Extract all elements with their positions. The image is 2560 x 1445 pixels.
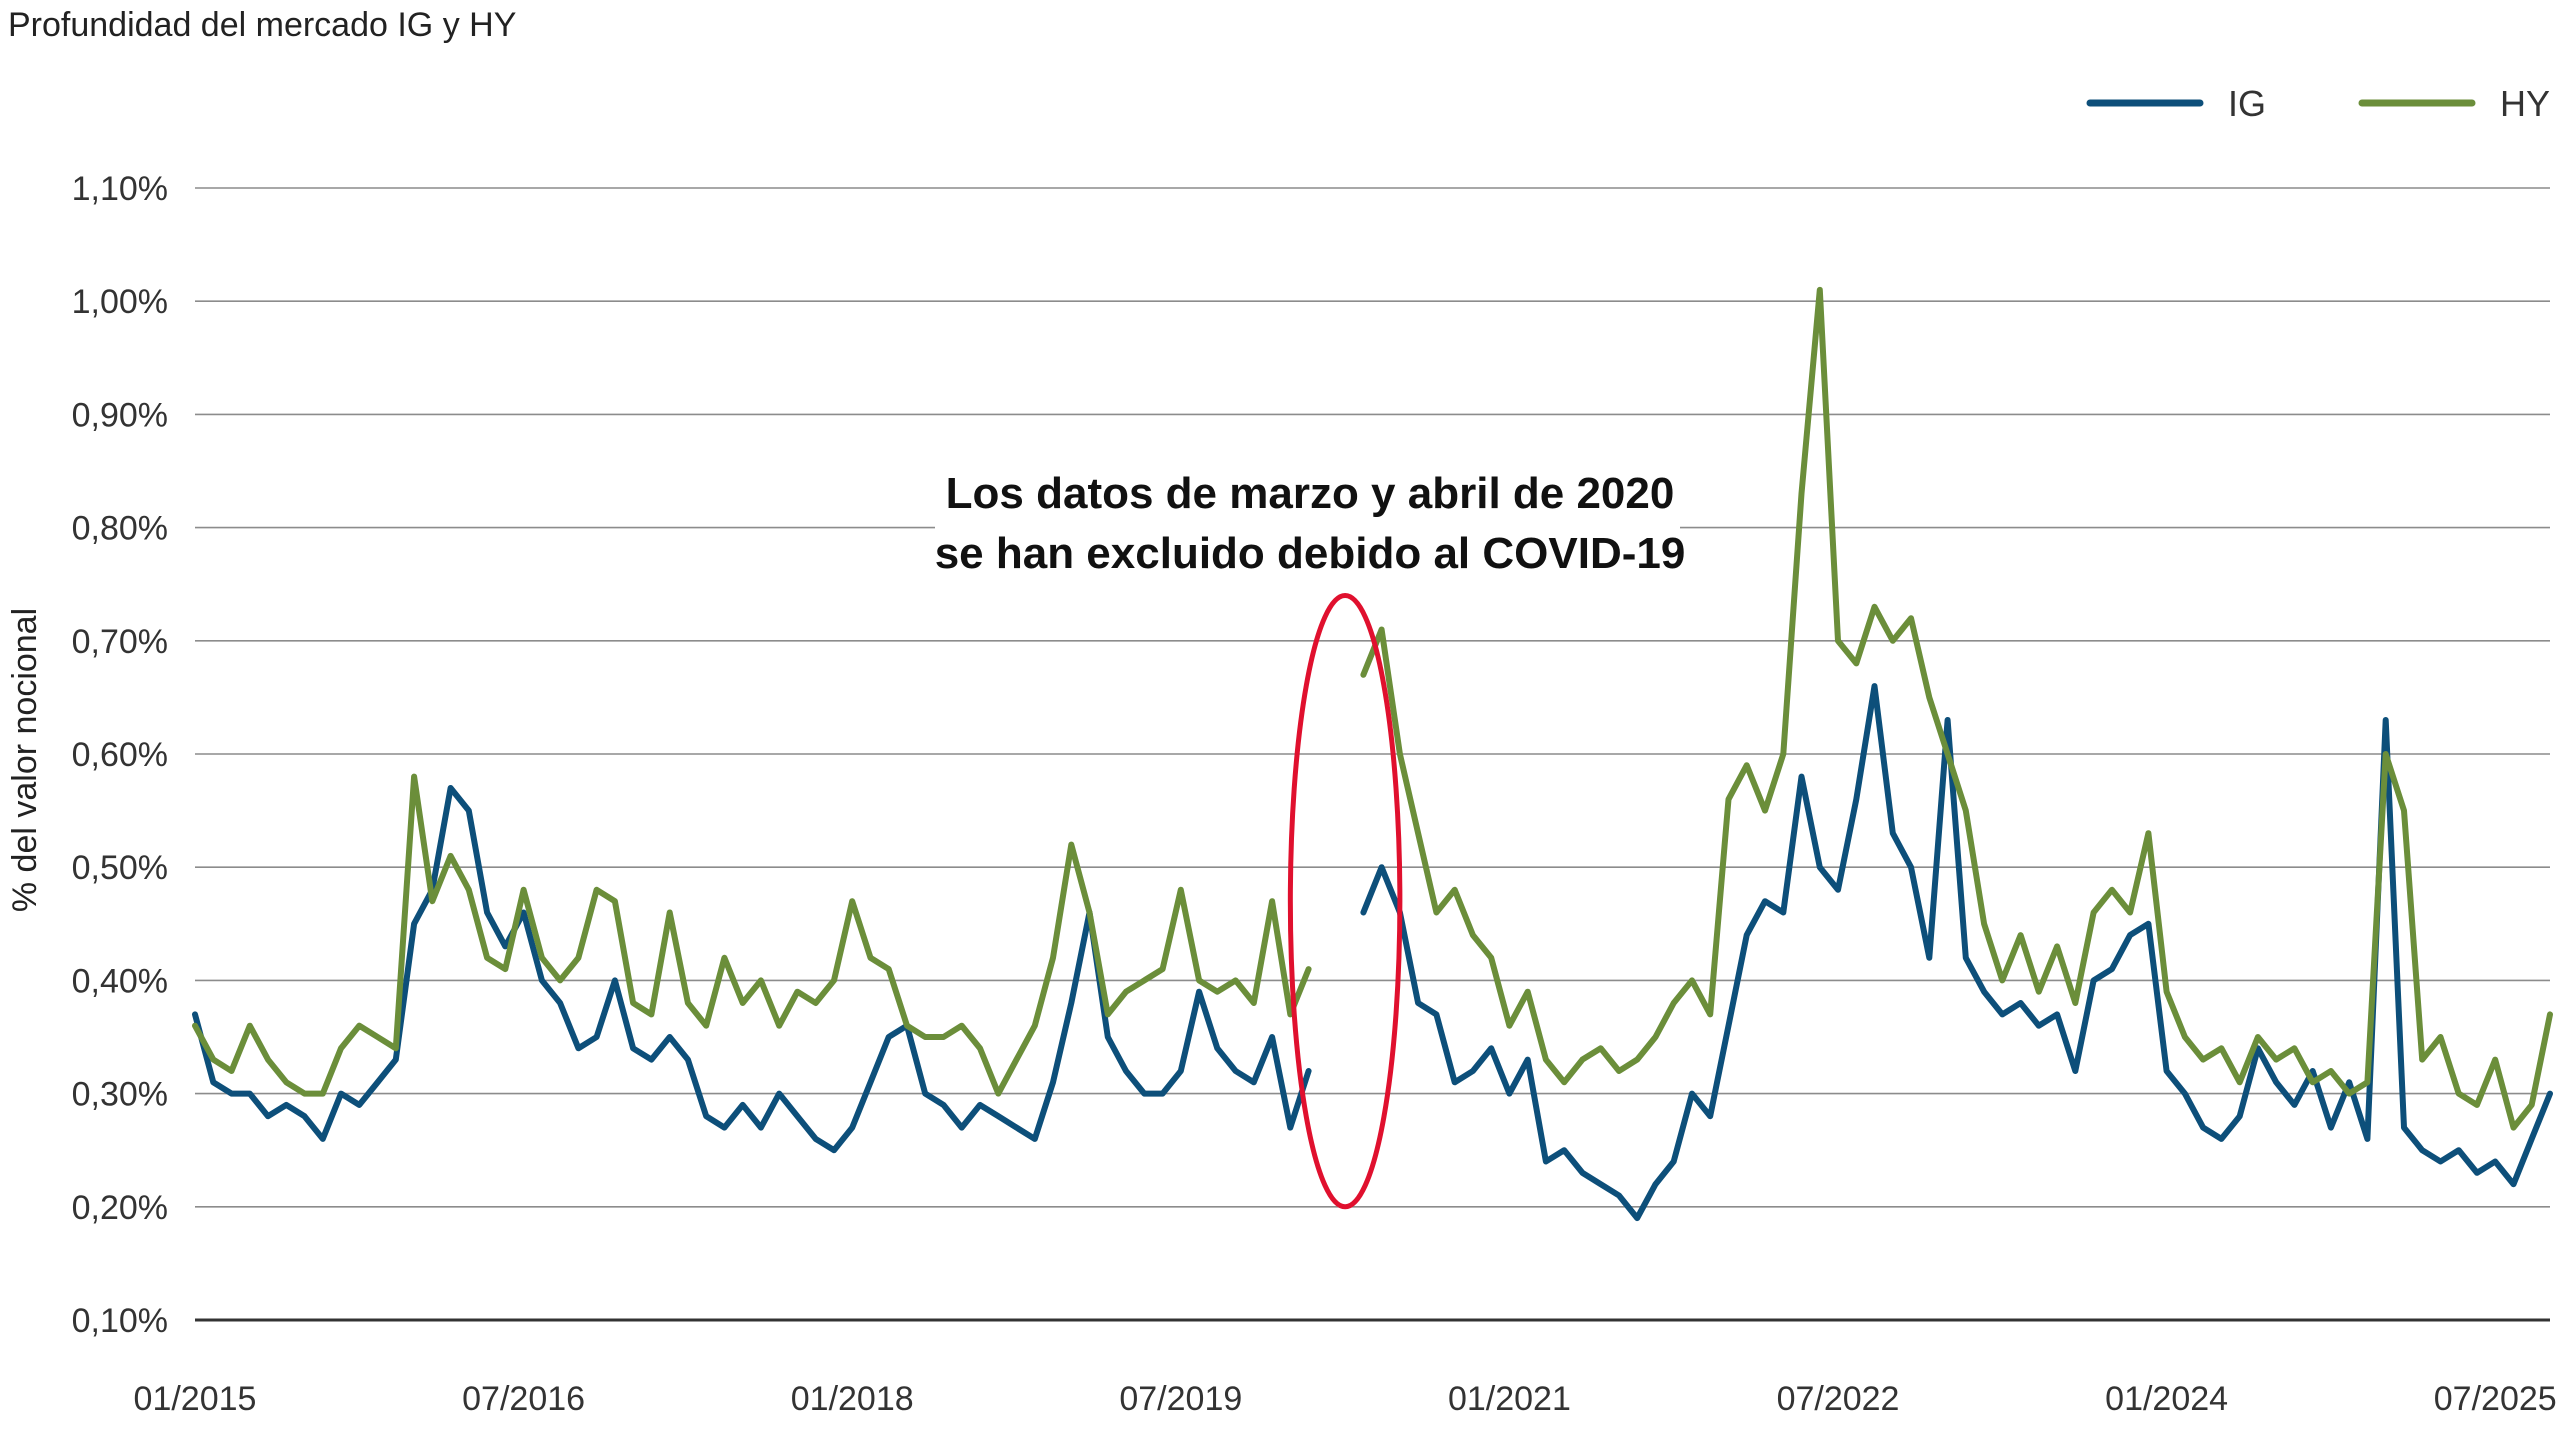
legend-label-hy: HY <box>2500 83 2550 124</box>
annotation-text-line: Los datos de marzo y abril de 2020 <box>946 469 1675 518</box>
series-layer <box>192 286 2553 1222</box>
y-tick-label: 0,50% <box>72 849 168 887</box>
y-tick-label: 0,20% <box>72 1189 168 1227</box>
y-tick-label: 1,10% <box>72 170 168 208</box>
x-tick-label: 07/2016 <box>462 1380 585 1418</box>
legend: IG HY <box>2086 83 2550 124</box>
x-tick-label: 07/2022 <box>1777 1380 1900 1418</box>
legend-label-ig: IG <box>2228 83 2266 124</box>
y-tick-label: 0,60% <box>72 736 168 774</box>
series-hy <box>192 286 2553 1131</box>
series-line-hy <box>192 773 1312 1097</box>
annotation-text-line: se han excluido debido al COVID-19 <box>935 529 1686 578</box>
annotation-backdrop <box>935 455 1680 580</box>
x-tick-label: 07/2025 <box>2434 1380 2557 1418</box>
y-tick-label: 0,90% <box>72 396 168 434</box>
gridlines <box>195 187 2550 1322</box>
x-tick-label: 01/2018 <box>791 1380 914 1418</box>
y-tick-label: 0,70% <box>72 623 168 661</box>
y-tick-label: 0,40% <box>72 962 168 1000</box>
x-tick-label: 01/2024 <box>2105 1380 2228 1418</box>
chart-title: Profundidad del mercado IG y HY <box>8 6 516 44</box>
x-axis: 01/2015 07/2016 01/2018 07/2019 01/2021 07/20… <box>134 1380 2557 1418</box>
y-tick-label: 0,80% <box>72 510 168 548</box>
series-line-hy <box>1360 286 2553 1131</box>
y-tick-label: 0,10% <box>72 1302 168 1340</box>
y-tick-label: 1,00% <box>72 283 168 321</box>
y-axis: 0,10% 0,20% 0,30% 0,40% 0,50% 0,60% 0,70% 0,80%… <box>72 170 168 1340</box>
highlight-ellipse <box>1287 593 1403 1210</box>
x-tick-label: 07/2019 <box>1119 1380 1242 1418</box>
series-ig <box>192 683 2553 1222</box>
x-tick-label: 01/2015 <box>134 1380 257 1418</box>
y-tick-label: 0,30% <box>72 1076 168 1114</box>
x-tick-label: 01/2021 <box>1448 1380 1571 1418</box>
series-line-ig <box>192 785 1312 1154</box>
y-axis-label: % del valor nocional <box>6 608 44 912</box>
covid-annotation: Los datos de marzo y abril de 2020 se han… <box>935 455 1686 1210</box>
